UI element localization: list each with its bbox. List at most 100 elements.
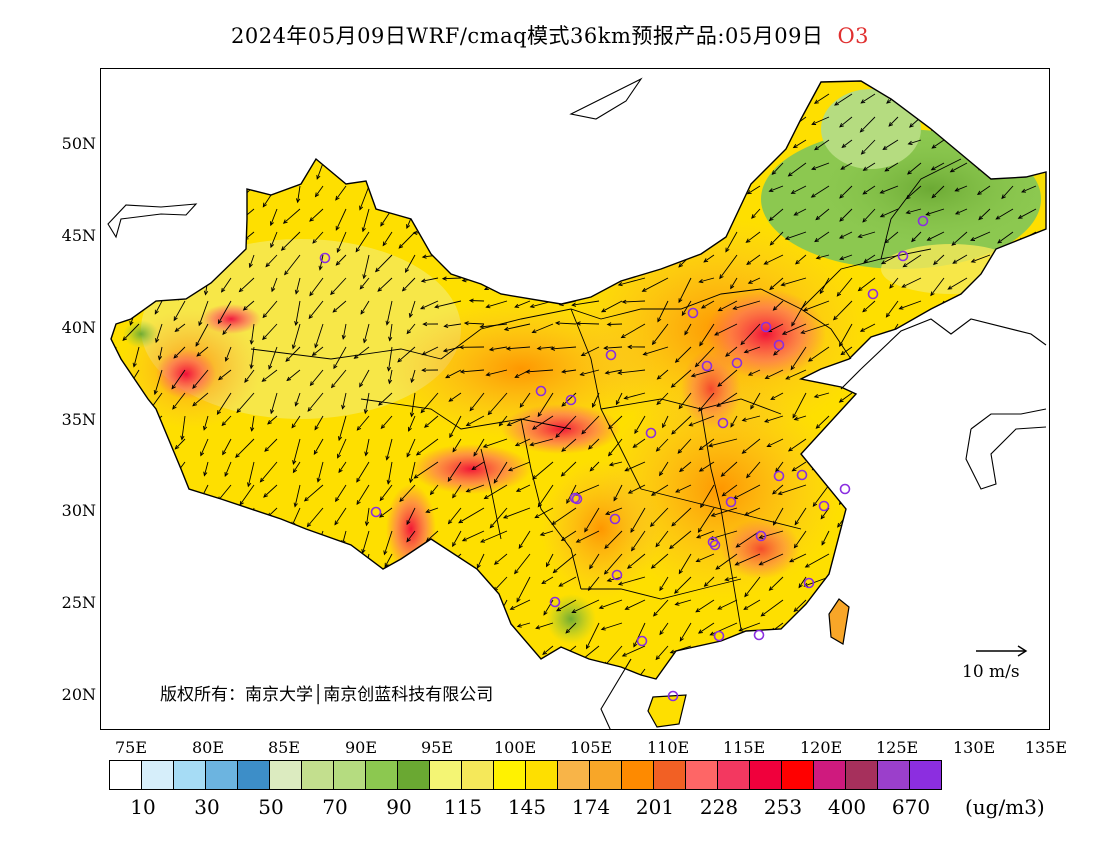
wind-vector-head: [807, 357, 813, 362]
wind-vector: [675, 484, 692, 493]
wind-vector: [414, 116, 439, 128]
wind-vector: [947, 277, 968, 290]
colorbar-label: 145: [507, 795, 547, 819]
wind-vector: [555, 162, 577, 169]
wind-vector: [295, 300, 301, 326]
wind-vector: [854, 507, 876, 529]
wind-vector: [221, 277, 232, 293]
colorbar-cell: [621, 760, 654, 790]
wind-vector-head: [180, 435, 185, 441]
wind-vector: [469, 576, 485, 602]
wind-vector-head: [129, 222, 134, 228]
wind-vector: [589, 553, 600, 569]
wind-vector: [420, 300, 439, 310]
wind-vector: [270, 392, 278, 414]
wind-vector: [773, 139, 784, 151]
wind-vector: [955, 185, 968, 192]
wind-vector-head: [889, 283, 894, 289]
wind-vector: [884, 231, 899, 244]
wind-vector: [1001, 415, 1014, 428]
colorbar-label: 50: [258, 795, 284, 819]
wind-vector-head: [527, 161, 533, 167]
wind-vector: [634, 415, 646, 434]
wind-vector: [931, 484, 945, 502]
colorbar-cell: [205, 760, 238, 790]
wind-vector-head: [227, 584, 232, 590]
colorbar-cell: [717, 760, 750, 790]
wind-vector: [920, 553, 945, 565]
wind-vector: [193, 507, 209, 522]
wind-vector-head: [758, 561, 764, 566]
wind-vector: [263, 484, 278, 498]
wind-vector: [618, 277, 646, 286]
lon-label-115e: 115E: [723, 738, 766, 757]
wind-vector-head: [624, 467, 630, 472]
map-frame[interactable]: [100, 68, 1050, 730]
wind-vector-head: [106, 677, 110, 681]
wind-vector: [785, 231, 807, 240]
wind-vector: [142, 484, 163, 502]
wind-vector: [816, 254, 830, 259]
wind-vector-head: [554, 320, 560, 326]
wind-vector-head: [461, 278, 467, 283]
wind-vector: [294, 553, 301, 579]
wind-vector-head: [413, 123, 419, 128]
city-marker: [707, 536, 719, 548]
wind-vector: [295, 277, 301, 294]
wind-vector-head: [907, 95, 913, 100]
wind-vector: [1010, 323, 1037, 333]
wind-vector: [261, 553, 278, 570]
city-marker: [796, 469, 808, 481]
city-marker: [818, 500, 830, 512]
wind-vector-head: [606, 322, 612, 327]
wind-vector: [212, 185, 232, 205]
wind-vector-head: [355, 247, 360, 253]
wind-vector-head: [221, 421, 227, 427]
wind-vector-head: [684, 330, 689, 336]
wind-vector: [169, 530, 186, 553]
wind-vector: [286, 369, 301, 381]
wind-vector-head: [216, 410, 222, 415]
wind-vector-head: [980, 569, 985, 575]
wind-vector-head: [359, 205, 364, 211]
wind-vector-head: [974, 439, 980, 444]
wind-vector: [650, 185, 669, 207]
wind-vector: [446, 576, 462, 599]
wind-vector: [546, 553, 554, 567]
wind-vector-head: [859, 327, 865, 332]
wind-vector: [712, 668, 738, 679]
wind-vector-head: [464, 615, 470, 620]
wind-vector: [860, 93, 876, 104]
wind-vector: [633, 438, 646, 448]
wind-vector-head: [710, 512, 716, 517]
wind-vector-head: [539, 531, 545, 536]
wind-vector-head: [628, 115, 633, 121]
colorbar-cell: [237, 760, 270, 790]
wind-vector: [503, 185, 531, 193]
wind-vector: [926, 208, 945, 216]
wind-vector: [171, 507, 186, 522]
wind-vector-head: [956, 611, 962, 617]
wind-vector-head: [555, 121, 561, 126]
wind-vector: [356, 484, 370, 505]
wind-vector-head: [574, 103, 580, 108]
wind-vector-head: [881, 350, 887, 355]
wind-vector-head: [994, 258, 1000, 263]
wind-vector: [364, 392, 370, 414]
wind-vector: [265, 116, 278, 139]
wind-vector: [699, 323, 715, 346]
wind-vector-head: [406, 452, 411, 458]
wind-vector: [358, 599, 370, 612]
wind-vector: [691, 369, 715, 377]
wind-vector: [858, 277, 876, 291]
wind-vector-head: [535, 259, 541, 264]
wind-vector: [605, 185, 623, 195]
wind-vector: [949, 415, 968, 439]
wind-vector: [314, 530, 324, 555]
wind-vector: [811, 162, 830, 170]
wind-vector: [586, 622, 600, 649]
colorbar-label: 174: [571, 795, 611, 819]
wind-vector: [271, 645, 278, 663]
wind-vector-head: [246, 607, 251, 613]
wind-vector: [677, 231, 692, 240]
